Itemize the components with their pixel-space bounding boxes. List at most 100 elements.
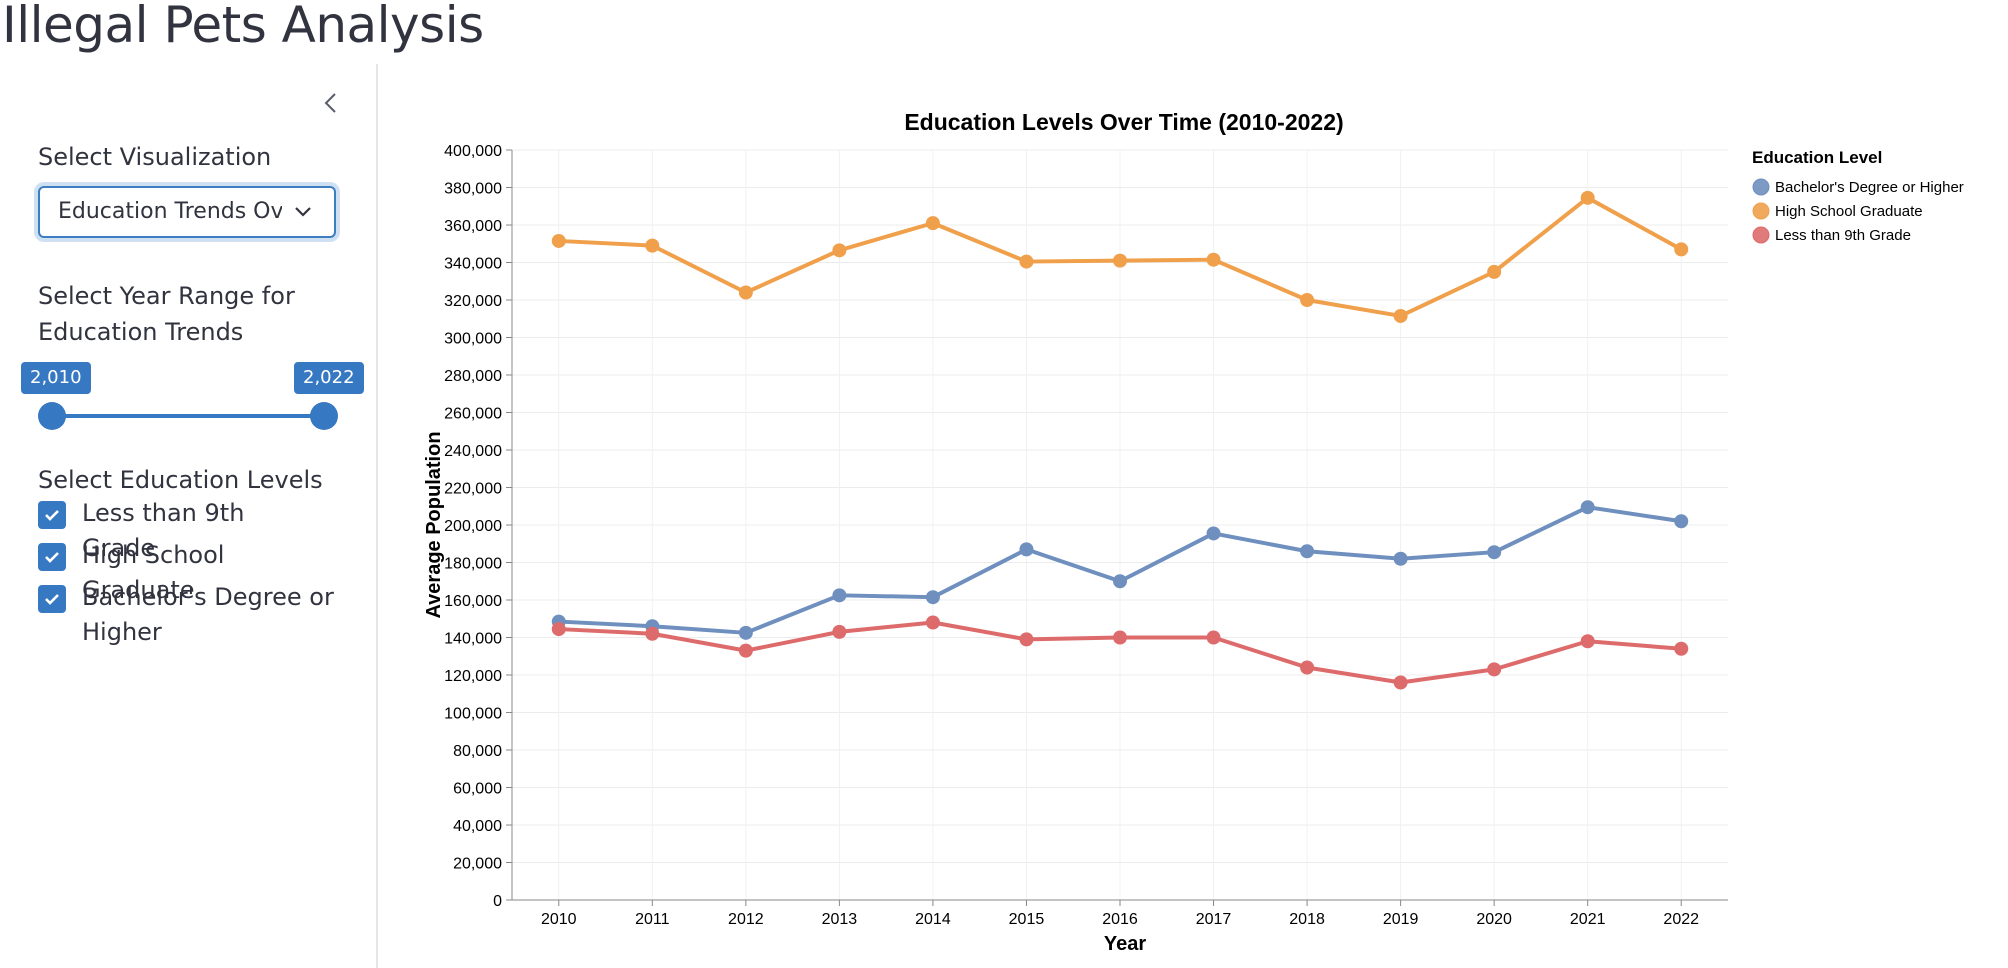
x-tick-label: 2022	[1663, 911, 1699, 928]
y-tick-label: 140,000	[444, 631, 502, 648]
y-tick-label: 160,000	[444, 593, 502, 610]
y-tick-label: 340,000	[444, 256, 502, 273]
data-point	[738, 625, 753, 640]
data-point	[925, 216, 940, 231]
chart-series	[551, 190, 1689, 690]
checkbox-less-than-9th-grade[interactable]: Less than 9th Grade	[38, 496, 322, 566]
x-axis: 2010 2011 2012 2013 2014 2015 2016 2017 2018 2019…	[512, 899, 1728, 928]
data-point	[1300, 293, 1315, 307]
x-tick-label: 2014	[915, 911, 951, 928]
x-tick-label: 2011	[635, 911, 670, 928]
data-point	[1300, 544, 1315, 559]
y-tick-label: 80,000	[453, 743, 502, 760]
y-tick-label: 200,000	[444, 518, 502, 535]
data-point	[832, 624, 847, 639]
data-point	[1393, 675, 1408, 690]
y-tick-label: 0	[493, 893, 502, 910]
data-point	[1580, 190, 1595, 205]
data-point	[1580, 500, 1595, 515]
legend-label: Less than 9th Grade	[1775, 227, 1911, 244]
checkbox-checked-icon	[38, 543, 66, 571]
data-point	[1674, 641, 1689, 656]
year-range-slider[interactable]: 2,010 2,022	[21, 362, 364, 432]
x-tick-label: 2020	[1476, 911, 1512, 928]
y-tick-label: 220,000	[444, 481, 502, 498]
sidebar-divider	[376, 64, 378, 968]
data-point	[1487, 545, 1502, 560]
slider-max-value: 2,022	[294, 362, 364, 394]
data-point	[832, 243, 847, 258]
data-point	[551, 233, 566, 248]
data-point	[1113, 630, 1127, 645]
data-point	[1580, 634, 1595, 649]
education-line-chart: Education Levels Over Time (2010-2022) 0…	[423, 109, 1964, 955]
data-point	[1393, 308, 1408, 323]
data-point	[1113, 574, 1127, 589]
data-point	[1487, 264, 1502, 279]
data-point	[1487, 662, 1502, 677]
y-tick-label: 120,000	[444, 668, 502, 685]
data-point	[1113, 253, 1127, 268]
x-tick-label: 2016	[1102, 911, 1138, 928]
y-tick-label: 300,000	[444, 331, 502, 348]
data-point	[1674, 242, 1689, 257]
y-tick-label: 400,000	[444, 143, 502, 160]
data-point	[1300, 660, 1315, 675]
slider-max-thumb[interactable]	[310, 402, 338, 430]
data-point	[1674, 514, 1689, 529]
legend-swatch	[1752, 178, 1770, 196]
year-range-label: Select Year Range for Education Trends	[38, 282, 295, 346]
visualization-label: Select Visualization	[38, 143, 272, 171]
x-tick-label: 2013	[822, 911, 858, 928]
checkbox-label: High School Graduate	[82, 541, 225, 604]
data-point	[1019, 632, 1034, 647]
x-tick-label: 2019	[1383, 911, 1419, 928]
collapse-sidebar-button[interactable]	[318, 88, 344, 118]
checkbox-bachelors-degree-or-higher[interactable]: Bachelor's Degree or Higher	[38, 580, 352, 650]
data-point	[645, 238, 660, 253]
checkbox-label: Bachelor's Degree or Higher	[82, 583, 334, 646]
data-point	[1393, 551, 1408, 566]
data-point	[551, 622, 566, 637]
slider-min-value: 2,010	[21, 362, 91, 394]
chevron-left-icon	[324, 93, 336, 113]
y-tick-label: 360,000	[444, 218, 502, 235]
visualization-select-value: Education Trends Over Time	[58, 199, 282, 224]
checkbox-checked-icon	[38, 501, 66, 529]
data-point	[1206, 252, 1221, 267]
legend-label: Bachelor's Degree or Higher	[1775, 179, 1964, 196]
slider-track	[52, 414, 324, 418]
chart-title: Education Levels Over Time (2010-2022)	[904, 109, 1343, 135]
visualization-select[interactable]: Education Trends Over Time	[38, 186, 336, 238]
y-tick-label: 60,000	[453, 781, 502, 798]
data-point	[832, 588, 847, 603]
x-tick-label: 2010	[541, 911, 577, 928]
slider-min-thumb[interactable]	[38, 402, 66, 430]
y-tick-label: 240,000	[444, 443, 502, 460]
checkbox-label: Less than 9th Grade	[82, 499, 245, 562]
y-tick-label: 320,000	[444, 293, 502, 310]
chart-legend: Education Level Bachelor's Degree or Hig…	[1752, 148, 1964, 244]
y-tick-label: 180,000	[444, 556, 502, 573]
data-point	[645, 626, 660, 641]
data-point	[738, 285, 753, 300]
legend-swatch	[1752, 226, 1770, 244]
y-axis: 0 20,000 40,000 60,000 80,000 100,000 120,000 1…	[444, 143, 513, 910]
data-point	[1019, 254, 1034, 269]
checkbox-high-school-graduate[interactable]: High School Graduate	[38, 538, 322, 608]
data-point	[925, 615, 940, 630]
y-tick-label: 280,000	[444, 368, 502, 385]
y-axis-label: Average Population	[423, 431, 445, 618]
page-title: Illegal Pets Analysis	[2, 0, 484, 54]
data-point	[925, 590, 940, 605]
chevron-down-icon	[295, 207, 311, 217]
y-tick-label: 260,000	[444, 406, 502, 423]
y-tick-label: 100,000	[444, 706, 502, 723]
x-tick-label: 2012	[728, 911, 764, 928]
x-axis-label: Year	[1104, 933, 1146, 955]
legend-title: Education Level	[1752, 148, 1882, 167]
y-tick-label: 20,000	[453, 856, 502, 873]
y-tick-label: 40,000	[453, 818, 502, 835]
y-tick-label: 380,000	[444, 181, 502, 198]
x-tick-label: 2021	[1570, 911, 1606, 928]
